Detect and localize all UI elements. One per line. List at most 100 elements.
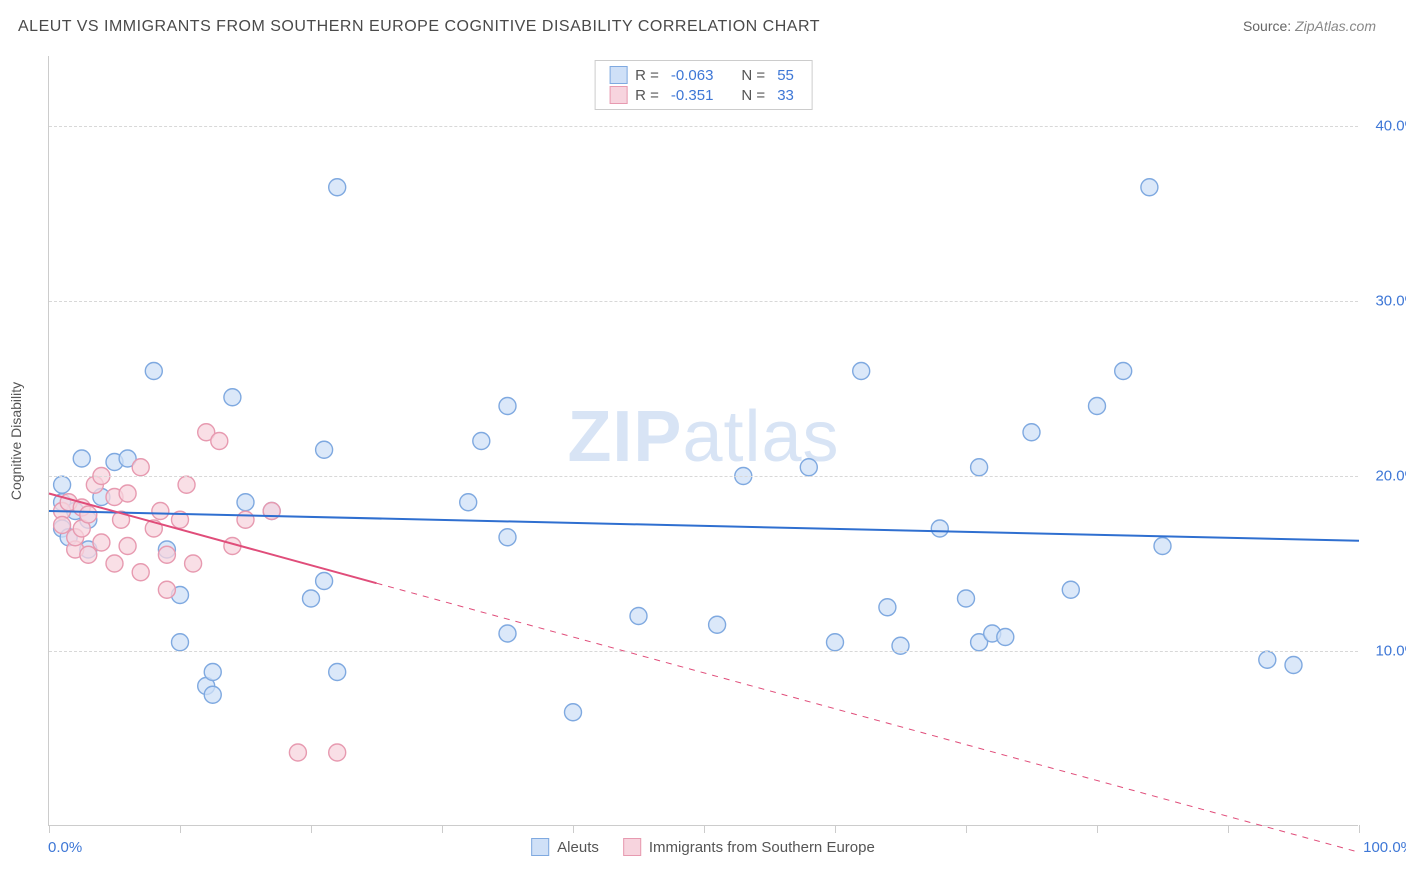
data-point bbox=[1089, 398, 1106, 415]
plot-area: ZIPatlas R =-0.063N =55R =-0.351N =33 10… bbox=[48, 56, 1358, 826]
data-point bbox=[1023, 424, 1040, 441]
data-point bbox=[54, 476, 71, 493]
gridline-h bbox=[49, 476, 1358, 477]
y-tick-label: 20.0% bbox=[1375, 468, 1406, 485]
data-point bbox=[303, 590, 320, 607]
trend-line-dashed bbox=[377, 583, 1360, 852]
data-point bbox=[119, 485, 136, 502]
data-point bbox=[460, 494, 477, 511]
x-tick bbox=[1097, 825, 1098, 833]
data-point bbox=[931, 520, 948, 537]
data-point bbox=[499, 529, 516, 546]
data-point bbox=[237, 494, 254, 511]
data-point bbox=[132, 564, 149, 581]
data-point bbox=[132, 459, 149, 476]
data-point bbox=[1115, 363, 1132, 380]
x-tick bbox=[442, 825, 443, 833]
data-point bbox=[499, 625, 516, 642]
stats-n-value: 33 bbox=[773, 87, 798, 104]
data-point bbox=[54, 517, 71, 534]
data-point bbox=[827, 634, 844, 651]
data-point bbox=[158, 546, 175, 563]
x-axis-min-label: 0.0% bbox=[48, 839, 82, 856]
stats-r-value: -0.063 bbox=[667, 67, 718, 84]
data-point bbox=[316, 573, 333, 590]
data-point bbox=[185, 555, 202, 572]
data-point bbox=[73, 450, 90, 467]
data-point bbox=[879, 599, 896, 616]
data-point bbox=[237, 511, 254, 528]
data-point bbox=[211, 433, 228, 450]
x-tick bbox=[180, 825, 181, 833]
gridline-h bbox=[49, 126, 1358, 127]
data-point bbox=[80, 546, 97, 563]
x-tick bbox=[704, 825, 705, 833]
data-point bbox=[473, 433, 490, 450]
data-point bbox=[329, 664, 346, 681]
source-value: ZipAtlas.com bbox=[1295, 18, 1376, 34]
data-point bbox=[709, 616, 726, 633]
y-tick-label: 30.0% bbox=[1375, 293, 1406, 310]
x-tick bbox=[573, 825, 574, 833]
stats-n-label: N = bbox=[741, 67, 765, 84]
data-point bbox=[158, 581, 175, 598]
x-tick bbox=[835, 825, 836, 833]
data-point bbox=[80, 506, 97, 523]
data-point bbox=[289, 744, 306, 761]
data-point bbox=[499, 398, 516, 415]
data-point bbox=[997, 629, 1014, 646]
data-point bbox=[93, 534, 110, 551]
data-point bbox=[224, 389, 241, 406]
x-tick bbox=[311, 825, 312, 833]
data-point bbox=[971, 459, 988, 476]
series-swatch bbox=[609, 86, 627, 104]
stats-row: R =-0.351N =33 bbox=[609, 85, 798, 105]
y-tick-label: 10.0% bbox=[1375, 643, 1406, 660]
legend-item: Immigrants from Southern Europe bbox=[623, 838, 875, 856]
data-point bbox=[316, 441, 333, 458]
stats-row: R = -0.063 N = 55 bbox=[609, 65, 798, 85]
data-point bbox=[1154, 538, 1171, 555]
data-point bbox=[1285, 657, 1302, 674]
scatter-plot-svg bbox=[49, 56, 1358, 825]
chart-title: ALEUT VS IMMIGRANTS FROM SOUTHERN EUROPE… bbox=[18, 18, 820, 36]
series-swatch bbox=[609, 66, 627, 84]
data-point bbox=[1259, 651, 1276, 668]
stats-r-value: -0.351 bbox=[667, 87, 718, 104]
data-point bbox=[329, 744, 346, 761]
stats-legend-box: R = -0.063 N = 55R = -0.351 N = 33 bbox=[594, 60, 813, 110]
stats-r-label: R = bbox=[635, 67, 659, 84]
source-label: Source: bbox=[1243, 18, 1291, 34]
x-tick bbox=[1228, 825, 1229, 833]
data-point bbox=[853, 363, 870, 380]
legend-swatch bbox=[531, 838, 549, 856]
data-point bbox=[204, 664, 221, 681]
data-point bbox=[152, 503, 169, 520]
stats-n-label: N = bbox=[741, 87, 765, 104]
data-point bbox=[1141, 179, 1158, 196]
bottom-legend: Aleuts Immigrants from Southern Europe bbox=[531, 838, 875, 856]
data-point bbox=[565, 704, 582, 721]
data-point bbox=[630, 608, 647, 625]
data-point bbox=[329, 179, 346, 196]
stats-n-value: 55 bbox=[773, 67, 798, 84]
data-point bbox=[1062, 581, 1079, 598]
x-tick bbox=[1359, 825, 1360, 833]
source-attribution: Source: ZipAtlas.com bbox=[1243, 18, 1376, 34]
data-point bbox=[178, 476, 195, 493]
y-axis-label: Cognitive Disability bbox=[8, 382, 24, 500]
y-tick-label: 40.0% bbox=[1375, 118, 1406, 135]
x-tick bbox=[966, 825, 967, 833]
x-tick bbox=[49, 825, 50, 833]
legend-label: Immigrants from Southern Europe bbox=[649, 839, 875, 856]
data-point bbox=[800, 459, 817, 476]
chart-container: Cognitive Disability ZIPatlas R =-0.063N… bbox=[48, 56, 1358, 826]
data-point bbox=[204, 686, 221, 703]
data-point bbox=[106, 555, 123, 572]
data-point bbox=[172, 634, 189, 651]
legend-label: Aleuts bbox=[557, 839, 599, 856]
x-axis-max-label: 100.0% bbox=[1363, 839, 1406, 856]
data-point bbox=[145, 363, 162, 380]
data-point bbox=[119, 538, 136, 555]
legend-item: Aleuts bbox=[531, 838, 599, 856]
